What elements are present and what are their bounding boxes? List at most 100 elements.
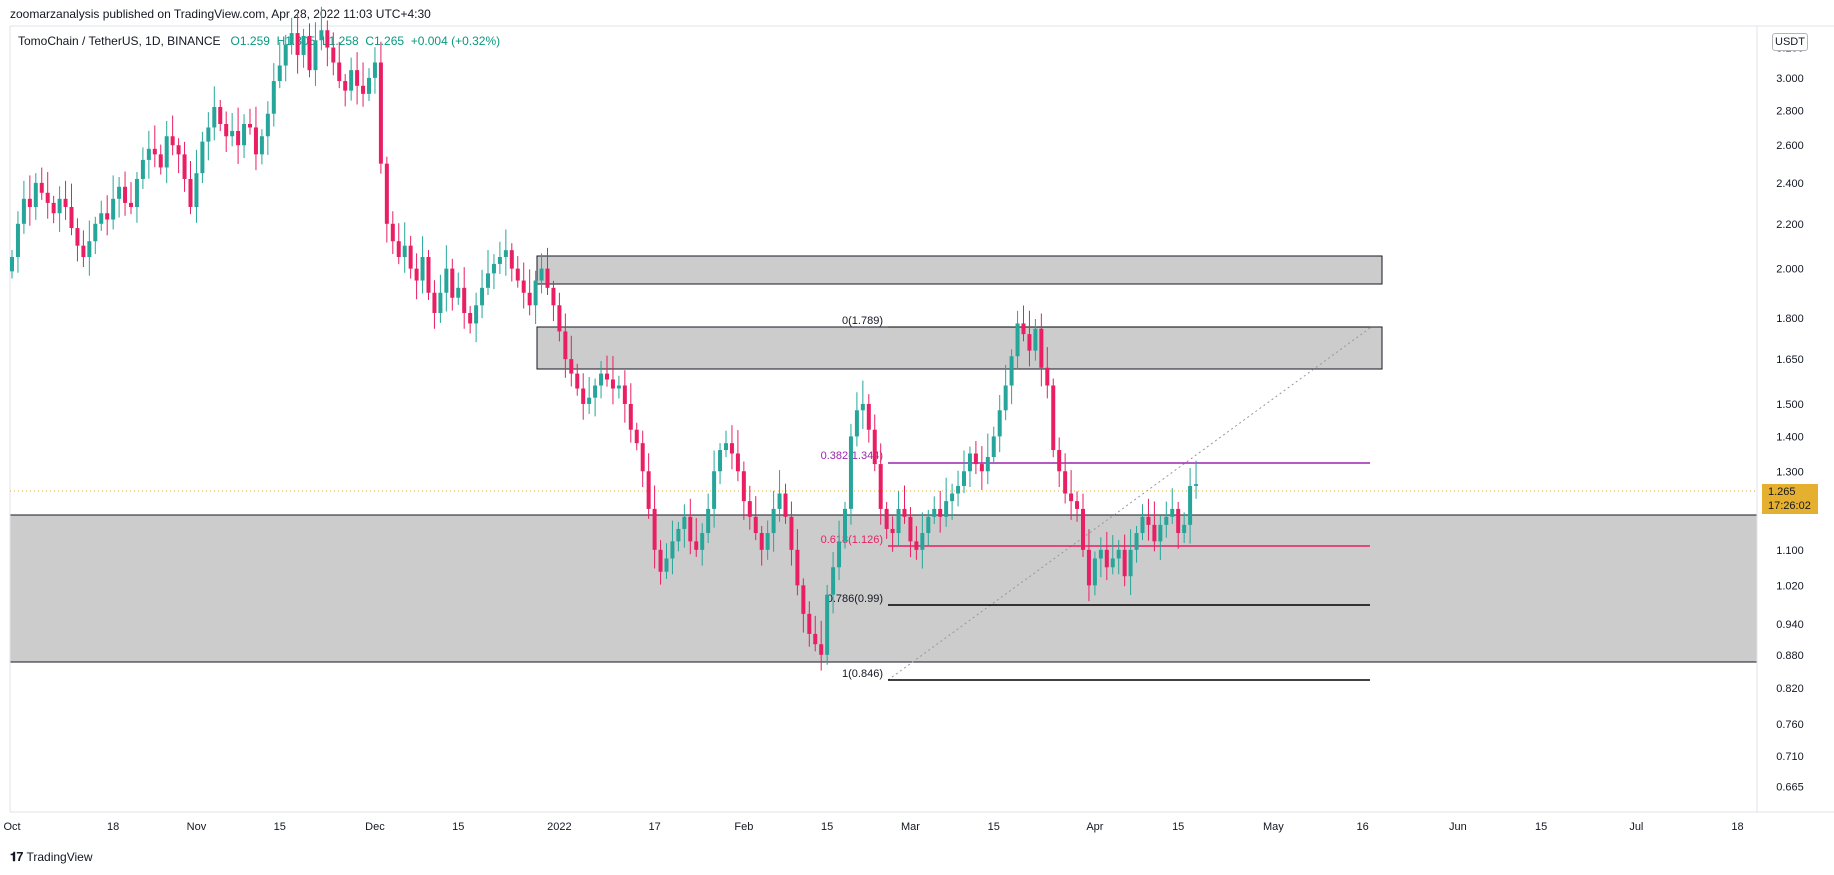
candle-body	[51, 202, 56, 214]
candle-body	[265, 113, 270, 137]
candle-body	[81, 245, 86, 258]
candle	[908, 507, 913, 558]
candle	[706, 493, 711, 544]
candle	[539, 253, 544, 294]
candle-body	[545, 268, 550, 288]
currency-button[interactable]: USDT	[1772, 33, 1808, 51]
price-tick-label: 1.400	[1776, 431, 1804, 443]
candle-body	[200, 141, 205, 174]
candle	[521, 262, 526, 309]
candle	[545, 247, 550, 295]
candle-body	[372, 62, 377, 78]
candle	[801, 578, 806, 633]
candle-body	[973, 453, 978, 465]
candle	[152, 125, 157, 168]
candle	[129, 182, 133, 215]
candle	[1140, 504, 1145, 541]
candle	[486, 249, 490, 295]
candle	[1158, 515, 1163, 561]
candle-body	[1116, 549, 1121, 559]
price-tick-label: 0.665	[1776, 782, 1804, 794]
candle-body	[420, 257, 425, 281]
candle-body	[605, 373, 609, 380]
tradingview-brand[interactable]: 𝟏7 TradingView	[10, 849, 93, 865]
candle-body	[926, 516, 931, 534]
time-axis[interactable]: Oct 18 Nov 15 Dec 15 2022 17 Feb 15 Mar 15 Apr 15 May 1…	[3, 821, 1743, 833]
candle	[1009, 349, 1014, 405]
price-tick-label: 0.820	[1776, 683, 1804, 695]
tradingview-logo-icon: 𝟏7	[10, 849, 24, 864]
zone-lower[interactable]	[9, 514, 1758, 663]
candle	[1152, 501, 1157, 552]
candle	[503, 229, 508, 276]
zone-upper[interactable]	[536, 255, 1383, 285]
candle-body	[950, 493, 955, 502]
candle	[569, 335, 574, 387]
candle	[105, 195, 110, 236]
candle-body	[1009, 356, 1014, 386]
candle-body	[914, 541, 919, 550]
candle-body	[134, 178, 139, 207]
candle	[111, 175, 116, 230]
candle	[456, 272, 461, 305]
candle	[813, 615, 818, 652]
candle	[295, 12, 300, 74]
candle-body	[361, 85, 366, 94]
candle	[878, 443, 883, 525]
candle-body	[843, 508, 847, 542]
zone-middle[interactable]	[536, 326, 1383, 370]
candle	[1069, 470, 1074, 520]
candle-body	[402, 245, 407, 258]
candle	[956, 470, 961, 507]
last-price-badge: 1.265 17:26:02	[1762, 484, 1818, 514]
candle	[361, 62, 366, 107]
candle-body	[456, 287, 461, 298]
candle-body	[688, 516, 693, 542]
candle-body	[170, 136, 175, 146]
candle	[1051, 378, 1056, 458]
candle-body	[551, 287, 556, 306]
candle-body	[1039, 328, 1044, 368]
candle-body	[355, 70, 360, 86]
candle	[1146, 498, 1151, 541]
candle	[515, 256, 520, 288]
candle-body	[634, 429, 639, 444]
candle	[735, 430, 740, 482]
candle-body	[515, 268, 520, 281]
candle	[301, 28, 306, 68]
candle	[628, 383, 633, 443]
fibonacci-retracement[interactable]: 0(1.789) 0.382(1.344) 0.618(1.126) 0.786…	[821, 315, 1371, 681]
candle	[123, 171, 128, 216]
time-tick-label: May	[1263, 821, 1284, 833]
candle-body	[69, 206, 74, 229]
candle	[533, 270, 538, 325]
candle	[527, 269, 532, 316]
candle	[414, 253, 419, 300]
price-axis[interactable]: 3.2003.0002.8002.6002.4002.2002.0001.800…	[1776, 43, 1804, 794]
candle-body	[676, 528, 681, 542]
candle	[1075, 491, 1080, 522]
candle-body	[610, 379, 615, 389]
time-tick-label: 17	[648, 821, 660, 833]
candle	[307, 23, 312, 78]
candle	[610, 356, 615, 405]
candle	[242, 114, 247, 159]
candle	[10, 250, 14, 279]
candle	[87, 220, 92, 276]
candle-body	[837, 541, 842, 568]
candle	[182, 141, 187, 192]
price-tick-label: 0.710	[1776, 751, 1804, 763]
candle-body	[700, 533, 705, 550]
candle-body	[450, 268, 455, 298]
candle	[825, 584, 830, 665]
candle	[468, 305, 473, 334]
candle	[652, 485, 657, 569]
candle-body	[176, 145, 181, 155]
candle-body	[1021, 323, 1026, 335]
candle	[712, 450, 717, 528]
price-tick-label: 3.000	[1776, 73, 1804, 85]
candle-body	[581, 388, 586, 404]
candle-body	[236, 130, 241, 146]
candle	[1116, 540, 1121, 575]
